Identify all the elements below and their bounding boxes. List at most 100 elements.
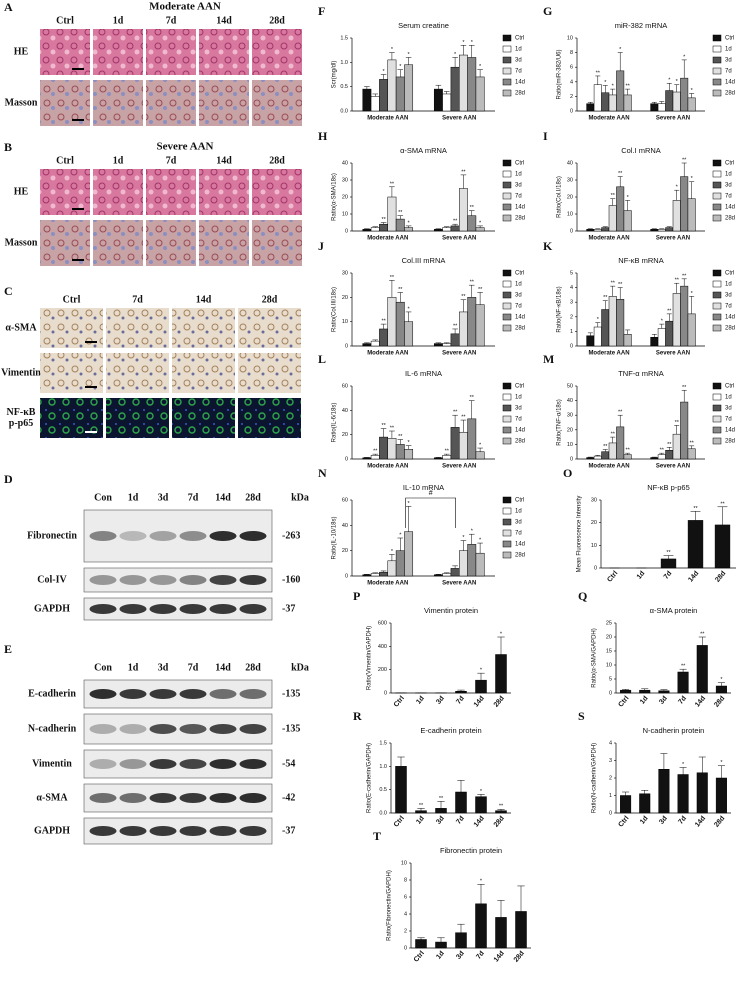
band <box>209 826 237 836</box>
legend-swatch <box>712 426 722 434</box>
significance: ** <box>720 501 725 507</box>
y-tick-label: 15 <box>606 648 612 654</box>
legend-label: 7d <box>725 194 732 200</box>
x-tick-label: 14d <box>687 570 700 584</box>
y-axis-label: Scr(mg/dl) <box>332 61 338 89</box>
legend-swatch <box>502 89 512 97</box>
legend-label: 14d <box>725 428 735 434</box>
band <box>179 575 207 585</box>
significance: * <box>479 64 482 70</box>
bar <box>620 689 632 694</box>
band <box>89 689 117 699</box>
x-tick-label: 28d <box>713 815 726 829</box>
micrograph <box>146 220 196 266</box>
error-bar <box>617 414 623 427</box>
y-tick-label: 0 <box>594 565 597 571</box>
bar <box>696 645 708 694</box>
legend-swatch <box>712 382 722 390</box>
y-tick-label: 1.5 <box>340 35 348 41</box>
bar <box>415 939 427 949</box>
bar <box>650 336 659 347</box>
legend-swatch <box>502 415 512 423</box>
bar <box>467 215 477 232</box>
kda-label: -37 <box>282 825 295 836</box>
y-tick-label: 20 <box>342 432 348 438</box>
chart-title: Col.I mRNA <box>621 146 661 155</box>
panel-letter: L <box>318 352 326 366</box>
y-tick-label: 1.0 <box>340 60 348 66</box>
x-tick-label: Moderate AAN <box>588 116 629 122</box>
significance: * <box>383 69 386 75</box>
error-bar <box>372 572 379 574</box>
legend-label: 1d <box>515 47 522 53</box>
bar <box>370 340 380 347</box>
bar <box>593 455 602 460</box>
legend-swatch <box>502 313 512 321</box>
band <box>89 604 117 614</box>
bar <box>395 550 405 577</box>
y-axis-label: Ratio(Col.III/18s) <box>332 287 338 332</box>
band <box>239 689 267 699</box>
band <box>119 689 147 699</box>
legend-swatch <box>712 56 722 64</box>
panel-letter: Q <box>578 589 587 603</box>
y-axis-label: Ratio(Vimentin/GAPDH) <box>367 626 373 690</box>
x-tick-label: 14d <box>694 695 707 709</box>
bar <box>601 227 610 232</box>
legend-label: Ctrl <box>725 384 734 390</box>
error-bar <box>666 447 672 451</box>
error-bar <box>674 189 680 201</box>
protein-label: Fibronectin <box>27 530 77 541</box>
legend-swatch <box>502 551 512 559</box>
legend-swatch <box>502 507 512 515</box>
bar <box>657 229 666 232</box>
x-tick-label: 1d <box>639 815 650 826</box>
legend-label: 1d <box>515 282 522 288</box>
significance: ** <box>390 275 395 281</box>
significance: ** <box>453 410 458 416</box>
significance: * <box>399 532 402 538</box>
error-bar <box>405 57 412 65</box>
significance: ** <box>693 506 698 512</box>
band <box>119 826 147 836</box>
significance: * <box>500 631 503 637</box>
y-axis-label: Ratio(Fibronectin/GAPDH) <box>387 870 393 941</box>
band <box>239 724 267 734</box>
legend-label: Ctrl <box>725 161 734 167</box>
error-bar <box>679 668 687 672</box>
x-tick-label: Severe AAN <box>656 464 690 470</box>
x-tick-label: 3d <box>658 695 669 706</box>
error-bar <box>666 83 672 91</box>
y-axis-label: Ratio(N-cadherin/GAPDH) <box>592 743 598 813</box>
error-bar <box>460 174 467 189</box>
band <box>239 793 267 803</box>
error-bar <box>625 329 631 335</box>
legend-swatch <box>502 437 512 445</box>
column-label: 1d <box>113 15 124 26</box>
error-bar <box>617 176 623 187</box>
bar <box>658 769 670 814</box>
legend-label: 7d <box>725 417 732 423</box>
error-bar <box>497 636 505 655</box>
error-bar <box>681 59 687 79</box>
error-bar <box>674 425 680 435</box>
legend-label: 1d <box>515 395 522 401</box>
y-tick-label: 10 <box>567 211 573 217</box>
chart-title: IL-10 mRNA <box>403 483 444 492</box>
bar <box>623 94 632 112</box>
micrograph <box>93 169 143 215</box>
chart-title: E-cadherin protein <box>420 726 481 735</box>
column-label: 14d <box>216 155 232 166</box>
significance: * <box>480 668 483 674</box>
lane-label: 28d <box>245 662 261 673</box>
error-bar <box>397 537 404 551</box>
y-tick-label: 0.5 <box>379 787 387 793</box>
error-bar <box>587 101 593 104</box>
y-axis-label: Ratio(miR-382/U6) <box>557 49 563 99</box>
panel-letter: N <box>318 466 327 480</box>
y-tick-label: 20 <box>606 634 612 640</box>
bar <box>387 438 397 460</box>
bar <box>714 524 731 569</box>
error-bar <box>417 808 425 811</box>
x-tick-label: Ctrl <box>617 695 630 709</box>
